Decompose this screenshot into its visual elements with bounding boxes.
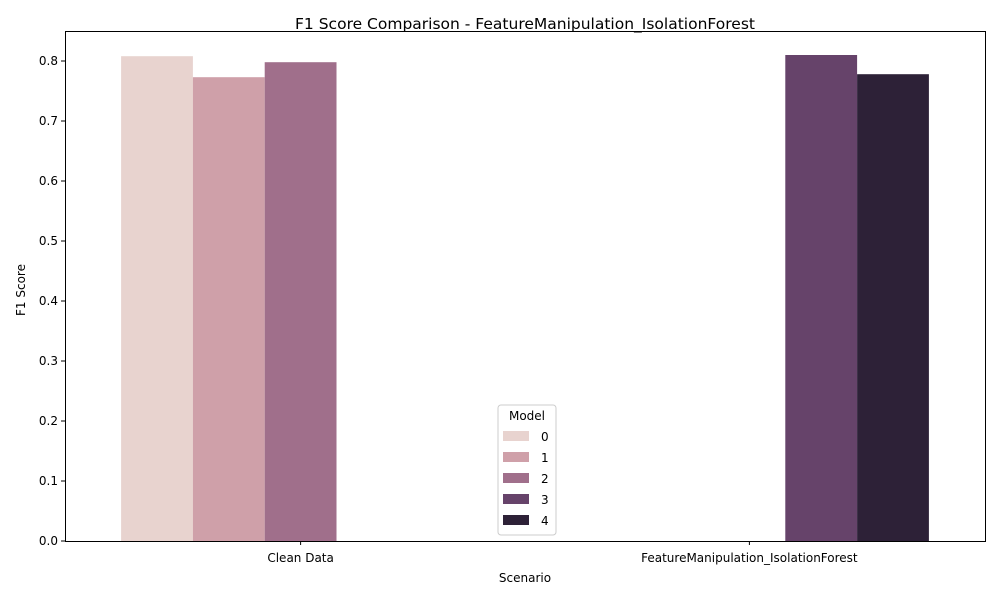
legend-swatch-3: [503, 494, 529, 504]
bar-model-3-1: [785, 55, 858, 541]
x-ticks: Clean Data FeatureManipulation_IsolationF…: [267, 541, 858, 565]
bar-model-0-0: [121, 56, 193, 541]
axes-group: [65, 31, 986, 542]
bar-model-4-1: [857, 74, 929, 541]
bar-model-1-0: [192, 77, 265, 541]
legend-label-1: 1: [541, 451, 549, 465]
legend-swatch-4: [503, 515, 529, 525]
bar-model-2-0: [264, 62, 337, 541]
y-tick-label: 0.4: [39, 294, 58, 308]
y-tick-label: 0.0: [39, 534, 58, 548]
legend-swatch-0: [503, 431, 529, 441]
y-tick-label: 0.1: [39, 474, 58, 488]
y-tick-label: 0.5: [39, 234, 58, 248]
x-axis-label: Scenario: [499, 571, 551, 585]
legend-label-0: 0: [541, 430, 549, 444]
y-axis-label: F1 Score: [14, 264, 28, 316]
y-ticks: 0.0 0.1 0.2 0.3 0.4 0.5 0.6 0.7 0.8: [39, 54, 65, 548]
legend-swatch-1: [503, 452, 529, 462]
plot-frame: [65, 31, 986, 542]
legend: Model 0 1 2 3 4: [497, 404, 557, 536]
x-tick-label: FeatureManipulation_IsolationForest: [641, 551, 858, 565]
y-tick-label: 0.3: [39, 354, 58, 368]
legend-label-2: 2: [541, 472, 549, 486]
legend-title: Model: [509, 409, 545, 423]
legend-swatch-2: [503, 473, 529, 483]
x-tick-label: Clean Data: [267, 551, 334, 565]
y-tick-label: 0.7: [39, 114, 58, 128]
y-tick-label: 0.6: [39, 174, 58, 188]
chart-title: F1 Score Comparison - FeatureManipulatio…: [295, 15, 755, 34]
y-tick-label: 0.2: [39, 414, 58, 428]
bars-group: [121, 55, 929, 541]
legend-label-3: 3: [541, 493, 549, 507]
y-tick-label: 0.8: [39, 54, 58, 68]
legend-label-4: 4: [541, 514, 549, 528]
